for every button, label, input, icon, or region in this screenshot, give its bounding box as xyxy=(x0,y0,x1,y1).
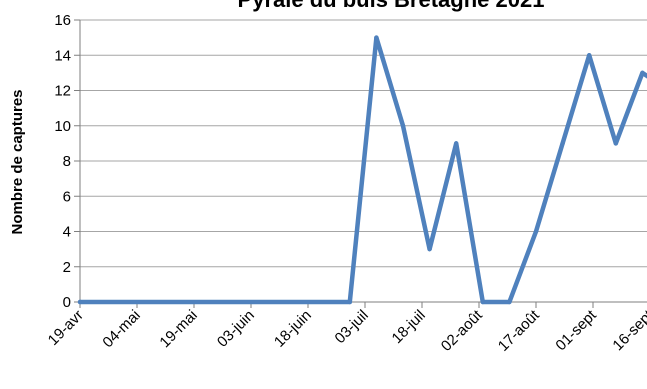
data-point xyxy=(454,141,459,146)
y-tick-label: 16 xyxy=(54,12,71,29)
x-tick-label: 04-mai xyxy=(99,307,143,351)
series-layer xyxy=(77,35,647,305)
x-tick-label: 03-juil xyxy=(332,307,372,347)
x-tick-label: 16-sept xyxy=(609,306,647,354)
x-tick-label: 18-juil xyxy=(389,307,429,347)
data-point xyxy=(427,246,432,252)
y-tick-label: 4 xyxy=(63,224,71,241)
y-tick-label: 12 xyxy=(54,83,71,100)
axes xyxy=(74,19,647,308)
data-point xyxy=(560,141,565,146)
data-point xyxy=(587,53,592,58)
data-point xyxy=(400,123,406,128)
data-point xyxy=(374,35,379,40)
x-tick-labels: 19-avr 04-mai 19-mai 03-juin 18-juin 03-juil 1… xyxy=(45,306,647,355)
x-tick-label: 19-mai xyxy=(156,307,200,351)
x-tick-label: 19-avr xyxy=(45,307,87,349)
y-tick-label: 8 xyxy=(63,153,71,170)
x-tick-label: 02-août xyxy=(438,306,487,355)
y-tick-label: 0 xyxy=(63,294,71,311)
gridlines xyxy=(80,19,647,268)
series-line xyxy=(77,35,647,305)
data-point xyxy=(347,299,352,305)
y-tick-label: 10 xyxy=(54,118,71,135)
y-tick-label: 2 xyxy=(63,259,71,276)
y-tick-label: 6 xyxy=(63,188,71,205)
y-tick-label: 14 xyxy=(54,47,71,64)
data-point xyxy=(507,299,512,305)
data-point xyxy=(77,299,83,305)
x-tick-label: 03-juin xyxy=(214,307,258,351)
x-tick-label: 17-août xyxy=(495,306,544,355)
data-point xyxy=(480,299,485,305)
x-tick-label: 01-sept xyxy=(552,306,600,354)
data-point xyxy=(533,229,539,234)
y-axis-label: Nombre de captures xyxy=(9,89,26,234)
y-tick-labels: 0 2 4 6 8 10 12 14 16 xyxy=(54,12,71,311)
data-point xyxy=(613,141,618,146)
x-tick-label: 18-juin xyxy=(271,307,315,351)
chart-title: Pyrale du buis Bretagne 2021 xyxy=(238,0,545,12)
data-point xyxy=(640,70,645,76)
